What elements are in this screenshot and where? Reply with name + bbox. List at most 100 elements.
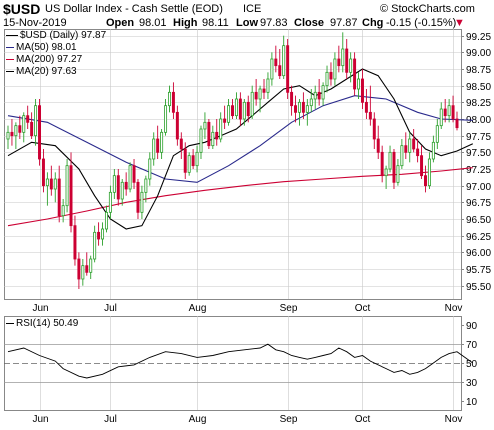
candle-body (360, 78, 364, 103)
candle-body (41, 158, 45, 187)
candle-body (34, 105, 38, 137)
candle-body (274, 58, 278, 67)
chg-label: Chg (362, 17, 384, 29)
price-panel-frame (4, 29, 462, 300)
candle-body (262, 88, 266, 93)
candle-body (10, 131, 14, 137)
candle-body (81, 265, 85, 280)
candle-body (246, 101, 250, 117)
price-y-tick-label: 98.25 (466, 98, 491, 109)
candle-body (132, 165, 136, 183)
rsi-y-tick-label: 50 (466, 359, 478, 370)
legend-ma20: MA(20) 97.63 (6, 66, 77, 78)
chg-down-icon: ▼ (454, 17, 465, 29)
chg-value: -0.15 (-0.15%) (386, 17, 457, 29)
candle-body (69, 165, 73, 227)
candle-body (254, 91, 258, 100)
candle-body (416, 148, 420, 157)
rsi-y-tick-label: 70 (466, 340, 478, 351)
price-y-tick-label: 97.50 (466, 148, 491, 159)
candle-body (431, 141, 435, 160)
candle-body (108, 191, 112, 213)
legend-ma50-label: MA(50) 98.01 (16, 42, 77, 53)
candle-body (45, 178, 49, 187)
candle-body (26, 115, 30, 123)
candle-body (443, 108, 447, 117)
high-value: 98.11 (202, 17, 229, 29)
rsi-y-tick-label: 10 (466, 397, 478, 408)
candle-body (325, 71, 329, 87)
price-y-tick-label: 98.00 (466, 115, 491, 126)
candle-body (164, 105, 168, 133)
ma50-line (7, 95, 473, 183)
candle-body (49, 178, 53, 190)
candle-body (380, 151, 384, 177)
candle-body (286, 45, 290, 93)
price-y-tick-label: 98.50 (466, 82, 491, 93)
candle-body (305, 105, 309, 113)
legend-ma200: MA(200) 97.27 (6, 54, 82, 66)
candle-body (282, 45, 286, 77)
price-y-tick-label: 97.25 (466, 165, 491, 176)
rsi-x-month-label: Oct (355, 414, 371, 425)
candle-body (376, 138, 380, 153)
chart-symbol: $USD (3, 1, 41, 17)
candle-body (148, 158, 152, 180)
legend-ma20-label: MA(20) 97.63 (16, 66, 77, 77)
rsi-y-tick-label: 30 (466, 378, 478, 389)
candle-body (412, 138, 416, 150)
candle-body (38, 105, 42, 160)
legend-rsi: RSI(14) 50.49 (6, 318, 78, 330)
open-label: Open (106, 17, 135, 29)
close-value: 97.87 (330, 17, 358, 29)
candle-body (392, 151, 396, 183)
candle-body (238, 98, 242, 120)
close-label: Close (294, 17, 324, 29)
candle-body (191, 155, 195, 167)
price-x-month-label: Jun (32, 303, 48, 314)
candle-body (203, 121, 207, 130)
legend-ma200-swatch (6, 58, 14, 60)
rsi-x-month-label: Aug (189, 414, 207, 425)
legend-price-swatch (6, 34, 18, 36)
candle-body (357, 78, 361, 90)
candle-body (14, 125, 18, 137)
candle-body (61, 205, 65, 217)
price-y-tick-label: 96.00 (466, 248, 491, 259)
open-value: 98.01 (139, 17, 167, 29)
candle-body (301, 101, 305, 113)
candle-body (112, 175, 116, 193)
rsi-line (7, 343, 474, 379)
chart-name: US Dollar Index - Cash Settle (EOD) (45, 3, 223, 15)
price-x-month-label: Oct (355, 303, 371, 314)
candle-body (22, 115, 26, 133)
candle-body (309, 98, 313, 107)
candle-body (388, 151, 392, 170)
candle-body (372, 118, 376, 140)
candle-body (242, 101, 246, 120)
candle-body (270, 58, 274, 80)
candle-body (420, 155, 424, 177)
candle-body (447, 105, 451, 117)
price-y-tick-label: 98.75 (466, 65, 491, 76)
legend-ma50: MA(50) 98.01 (6, 42, 77, 54)
candle-body (6, 131, 10, 140)
candle-body (116, 175, 120, 200)
high-label: High (173, 17, 198, 29)
candle-body (156, 138, 160, 153)
legend-rsi-swatch (6, 322, 14, 324)
candle-body (128, 165, 132, 190)
rsi-x-month-label: Jul (104, 414, 117, 425)
price-x-month-label: Sep (280, 303, 298, 314)
candle-body (439, 108, 443, 127)
candle-body (120, 181, 124, 200)
candle-body (427, 158, 431, 187)
candle-body (313, 91, 317, 100)
candle-body (53, 178, 57, 190)
chart-date: 15-Nov-2019 (3, 17, 67, 29)
candle-body (140, 191, 144, 213)
low-value: 97.83 (260, 17, 288, 29)
candle-body (136, 181, 140, 213)
candle-body (57, 178, 61, 217)
price-y-tick-label: 99.25 (466, 32, 491, 43)
